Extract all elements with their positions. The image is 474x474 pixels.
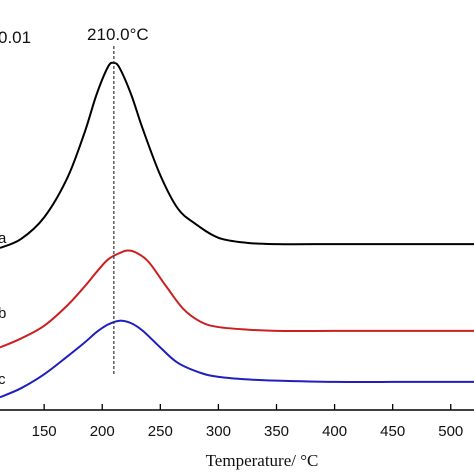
x-tick-label: 150 xyxy=(32,423,57,440)
series-label-a: a xyxy=(0,230,7,247)
x-tick-label: 500 xyxy=(438,423,463,440)
curve-labels: a b c xyxy=(0,230,7,388)
series-line-a xyxy=(0,61,474,249)
series-label-c: c xyxy=(0,371,6,388)
x-axis-label: Temperature/ °C xyxy=(206,451,319,470)
x-tick-label: 450 xyxy=(380,423,405,440)
curves-layer xyxy=(0,61,474,399)
series-label-b: b xyxy=(0,305,6,322)
x-ticks: 150 200 250 300 350 400 450 500 xyxy=(32,404,463,440)
series-line-c xyxy=(0,319,474,399)
x-tick-label: 200 xyxy=(90,423,115,440)
x-tick-label: 400 xyxy=(322,423,347,440)
x-tick-label: 350 xyxy=(264,423,289,440)
x-tick-label: 250 xyxy=(148,423,173,440)
x-tick-label: 300 xyxy=(206,423,231,440)
reference-line-label: 210.0°C xyxy=(87,25,149,44)
series-line-b xyxy=(0,249,474,349)
scale-label: 0.01 xyxy=(0,28,31,47)
